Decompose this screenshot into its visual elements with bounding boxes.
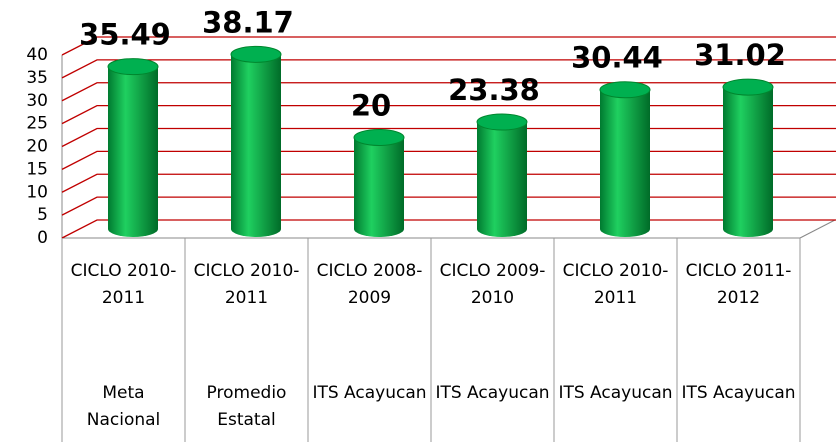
value-label: 30.44 [571,41,663,75]
group-label: Meta Nacional [86,383,161,430]
value-label: 38.17 [202,5,294,39]
grid-line [61,36,836,56]
category-label: CICLO 2010-2011 [562,261,669,308]
y-tick-label: 5 [37,205,48,225]
bar [722,78,774,238]
floor-right [799,219,836,239]
category-label: CICLO 2008-2009 [316,261,423,308]
y-tick-label: 25 [26,114,48,134]
grid-line [61,150,836,170]
value-label: 20 [351,89,391,123]
category-label: CICLO 2009-2010 [439,261,546,308]
group-label: ITS Acayucan [558,383,673,403]
group-label: Promedio Estatal [206,383,287,430]
group-label: ITS Acayucan [681,383,796,403]
grid-line [61,196,836,216]
y-tick-label: 10 [26,182,48,202]
category-label: CICLO 2010-2011 [70,261,177,308]
grid-line [61,82,836,102]
y-tick-label: 20 [26,137,48,157]
y-tick-label: 30 [26,91,48,111]
category-label: CICLO 2010-2011 [193,261,300,308]
grid-line [61,104,836,125]
value-label: 35.49 [79,18,171,52]
group-label: ITS Acayucan [435,383,550,403]
grid-line [61,59,836,79]
y-tick-label: 35 [26,68,48,88]
y-tick-label: 40 [26,45,48,65]
y-tick-label: 15 [26,159,48,179]
value-label: 31.02 [694,38,786,72]
bar [599,81,651,237]
bar [353,129,405,237]
group-label: ITS Acayucan [312,383,427,403]
grid-line [61,127,836,148]
bar [230,45,282,237]
category-label: CICLO 2011-2012 [685,261,792,308]
grid-line [61,173,836,193]
grid-line [61,219,836,239]
value-label: 23.38 [448,73,540,107]
bar [476,113,528,237]
y-tick-label: 0 [37,228,48,248]
bar [107,58,159,238]
